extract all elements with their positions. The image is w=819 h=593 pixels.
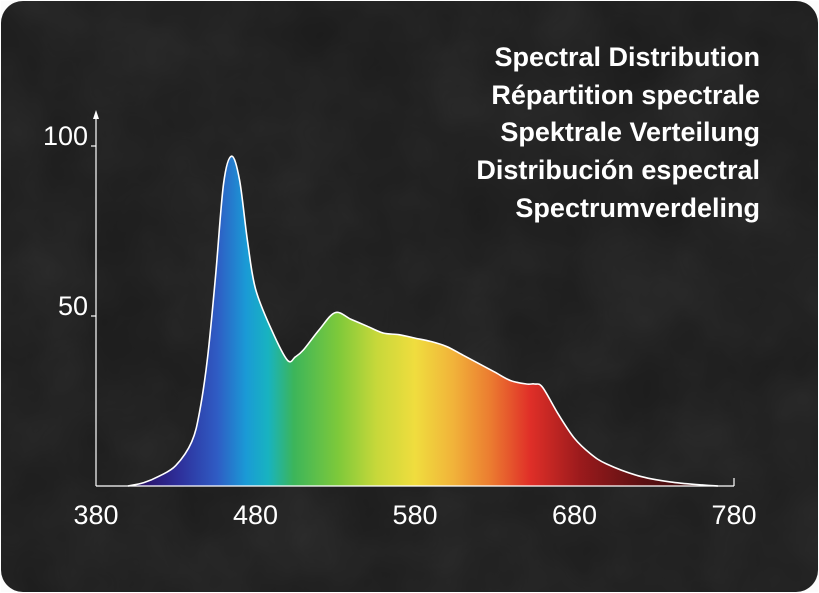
title-line-fr: Répartition spectrale: [491, 80, 760, 110]
x-tick-label: 780: [711, 500, 756, 530]
x-tick-label: 480: [233, 500, 278, 530]
title-line-de: Spektrale Verteilung: [500, 117, 760, 147]
x-tick-label: 380: [73, 500, 118, 530]
title-line-nl: Spectrumverdeling: [515, 193, 760, 223]
x-tick-label: 680: [552, 500, 597, 530]
y-axis-arrow: [93, 110, 99, 119]
x-tick-group: 380 480 580 680 780: [73, 500, 756, 530]
x-tick-label: 580: [392, 500, 437, 530]
axes: [93, 110, 735, 487]
y-tick-group: 50 100: [43, 121, 96, 321]
spectrum-area: [127, 156, 719, 486]
title-line-en: Spectral Distribution: [494, 42, 760, 72]
y-tick-label: 100: [43, 121, 88, 151]
title-line-es: Distribución espectral: [476, 155, 760, 185]
y-tick-label: 50: [58, 291, 88, 321]
spectrum-outline: [127, 155, 719, 487]
chart-title: Spectral Distribution Répartition spectr…: [476, 42, 760, 223]
